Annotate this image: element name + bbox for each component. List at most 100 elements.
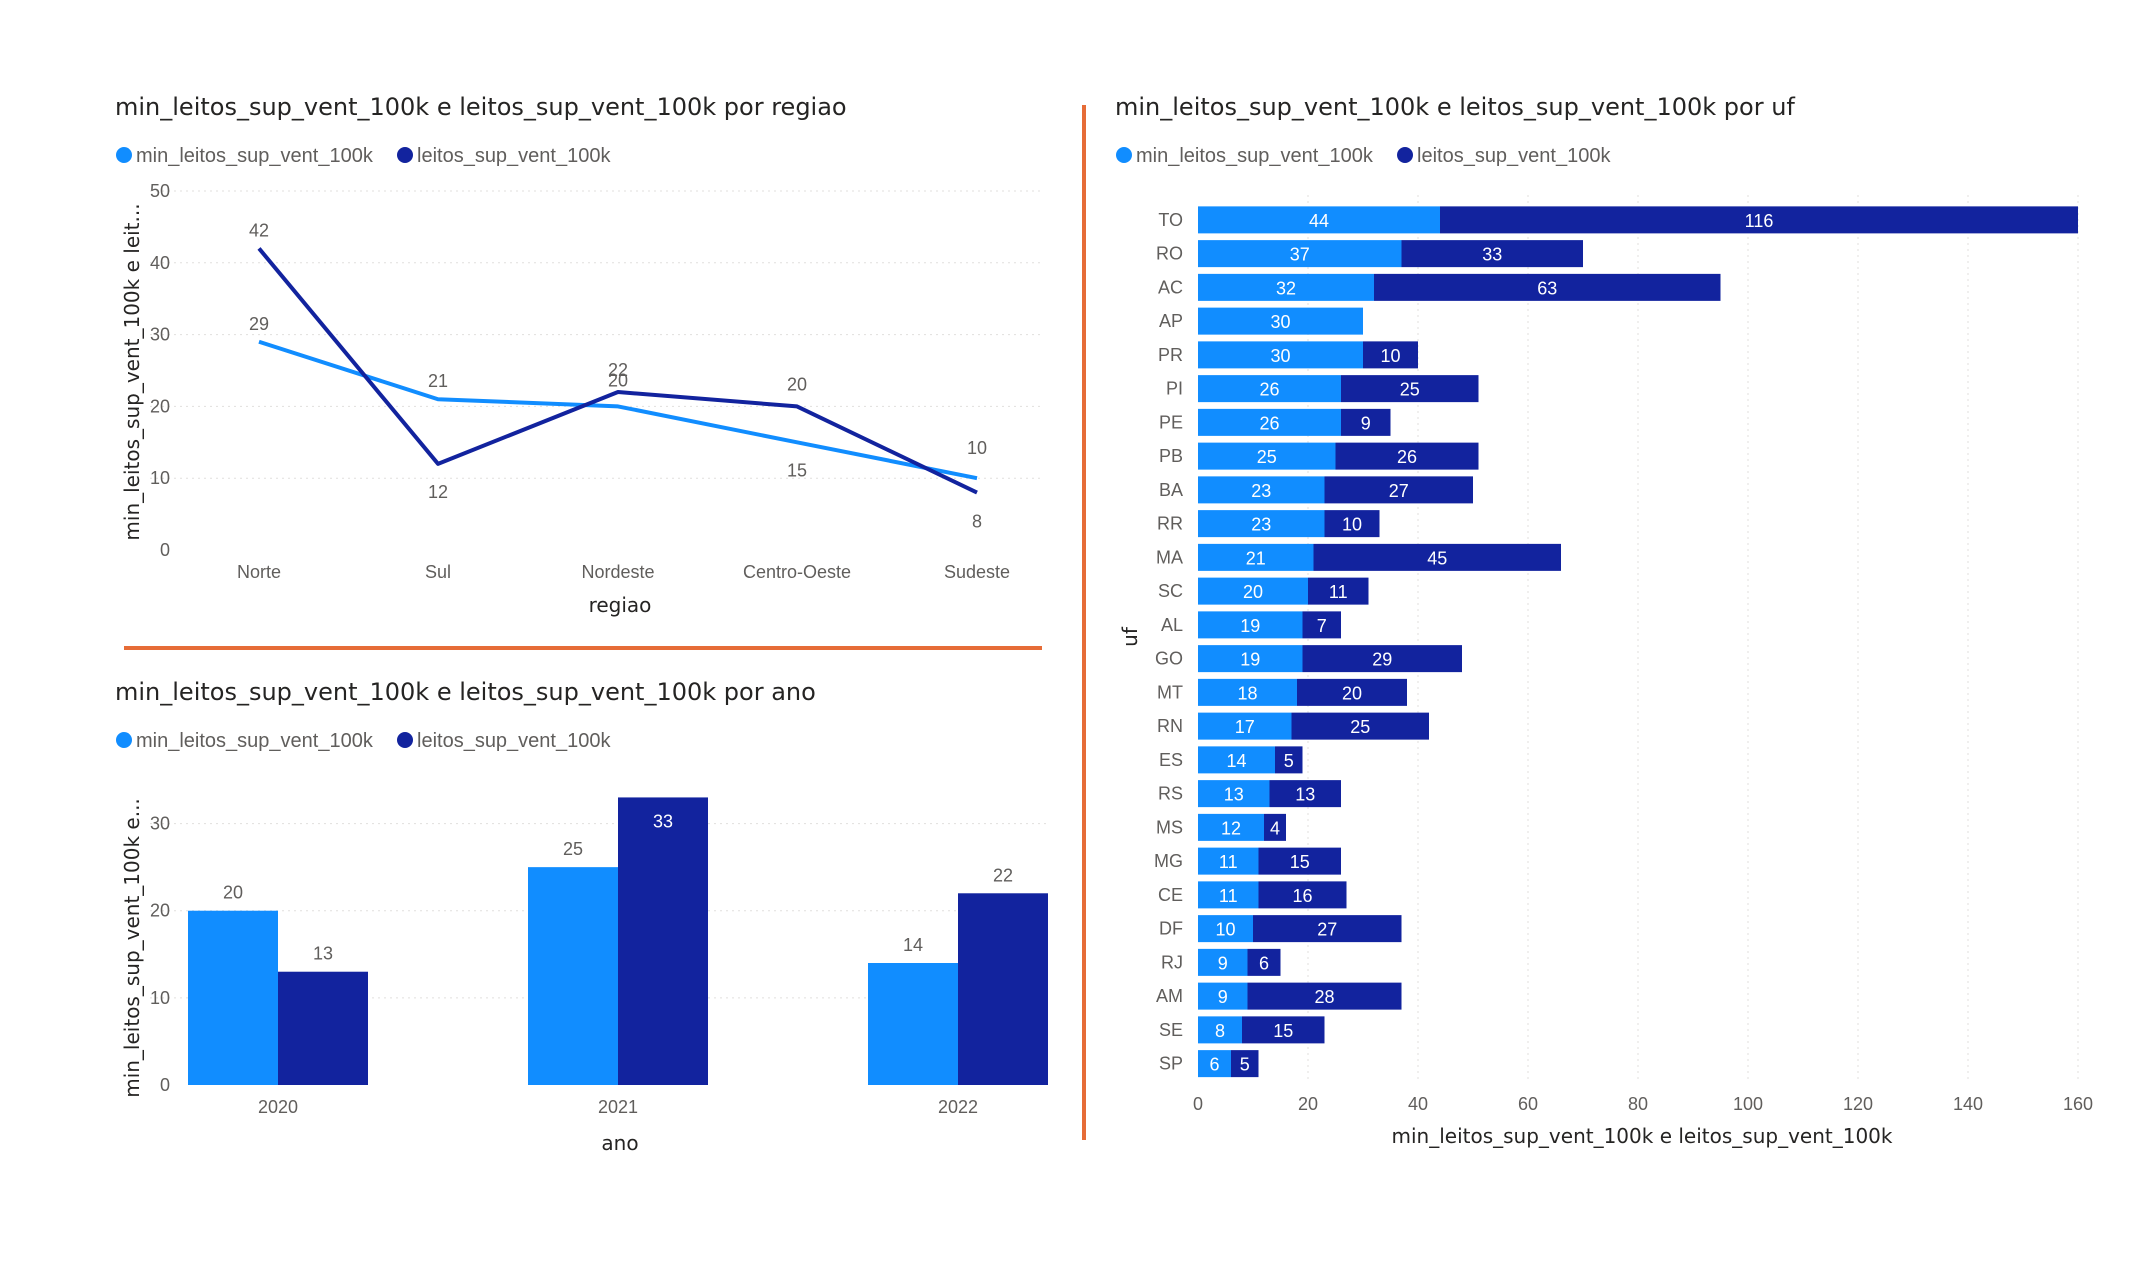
y-tick-label: 20 xyxy=(150,901,170,921)
bar-segment[interactable] xyxy=(1302,645,1463,673)
bar-segment[interactable] xyxy=(1401,240,1584,268)
bar-segment[interactable] xyxy=(1198,341,1363,369)
column-chart-ano[interactable]: min_leitos_sup_vent_100k e leitos_sup_ve… xyxy=(115,678,1050,1155)
bar-segment[interactable] xyxy=(1440,206,2078,234)
data-label: 5 xyxy=(1240,1055,1250,1075)
y-tick-label: AM xyxy=(1156,986,1183,1006)
bar-segment[interactable] xyxy=(1341,375,1479,403)
bar-segment[interactable] xyxy=(1302,611,1342,639)
legend-entry[interactable]: min_leitos_sup_vent_100k xyxy=(1136,145,1374,167)
bar-segment[interactable] xyxy=(1198,1050,1231,1078)
bar-segment[interactable] xyxy=(1198,645,1303,673)
bar-segment[interactable] xyxy=(1198,780,1270,808)
series-line[interactable] xyxy=(258,339,978,481)
bar-segment[interactable] xyxy=(1198,982,1248,1010)
data-label: 11 xyxy=(1219,852,1238,872)
legend-marker xyxy=(1397,147,1413,163)
data-label: 10 xyxy=(1380,346,1400,366)
legend-marker xyxy=(397,732,413,748)
legend-marker xyxy=(397,147,413,163)
bar-segment[interactable] xyxy=(1198,577,1308,605)
bar-segment[interactable] xyxy=(1297,678,1407,706)
bar-segment[interactable] xyxy=(1198,442,1336,470)
series-line[interactable] xyxy=(257,247,978,495)
x-axis-ticks: Norte Sul Nordeste Centro-Oeste Sudeste xyxy=(237,562,1010,582)
bar-segment[interactable] xyxy=(1247,982,1402,1010)
line-chart-regiao[interactable]: min_leitos_sup_vent_100k e leitos_sup_ve… xyxy=(115,93,1040,617)
y-tick-label: SE xyxy=(1159,1020,1183,1040)
bar[interactable] xyxy=(618,797,708,1085)
bar-segment[interactable] xyxy=(1324,476,1474,504)
bar-segment[interactable] xyxy=(1198,476,1325,504)
bar-segment[interactable] xyxy=(1198,746,1275,774)
bar-segment[interactable] xyxy=(1198,543,1314,571)
bar-segment[interactable] xyxy=(1198,847,1259,875)
bar-segment[interactable] xyxy=(1231,1050,1259,1078)
bar-segment[interactable] xyxy=(1291,712,1430,740)
data-label: 25 xyxy=(1350,717,1370,737)
data-label: 10 xyxy=(1342,515,1362,535)
legend-entry[interactable]: leitos_sup_vent_100k xyxy=(417,730,611,752)
bar-segment[interactable] xyxy=(1308,577,1369,605)
stacked-bar-chart-uf[interactable]: min_leitos_sup_vent_100k e leitos_sup_ve… xyxy=(1115,93,2093,1148)
y-tick-label: 10 xyxy=(150,988,170,1008)
chart-title: min_leitos_sup_vent_100k e leitos_sup_ve… xyxy=(115,93,847,121)
data-label: 9 xyxy=(1361,413,1371,433)
data-label: 29 xyxy=(1372,650,1392,670)
data-label: 37 xyxy=(1290,245,1310,265)
data-label: 20 xyxy=(223,883,243,903)
bar[interactable] xyxy=(278,971,368,1085)
y-tick-label: MS xyxy=(1156,817,1183,837)
bar-segment[interactable] xyxy=(1335,442,1479,470)
bar-segment[interactable] xyxy=(1198,611,1303,639)
data-label: 23 xyxy=(1251,515,1271,535)
bar-segment[interactable] xyxy=(1198,813,1264,841)
bar[interactable] xyxy=(528,867,618,1085)
data-label: 42 xyxy=(249,220,269,240)
bar[interactable] xyxy=(958,893,1048,1085)
legend-entry[interactable]: min_leitos_sup_vent_100k xyxy=(136,145,374,167)
data-label: 7 xyxy=(1317,616,1327,636)
bar-segment[interactable] xyxy=(1198,206,1440,234)
data-label: 27 xyxy=(1389,481,1409,501)
bar-segment[interactable] xyxy=(1198,915,1253,943)
y-tick-label: RN xyxy=(1157,716,1183,736)
bar-segment[interactable] xyxy=(1275,746,1303,774)
data-label: 30 xyxy=(1270,312,1290,332)
bar-segment[interactable] xyxy=(1341,408,1391,436)
bar[interactable] xyxy=(868,963,958,1085)
x-tick-label: 140 xyxy=(1953,1094,1983,1114)
legend-entry[interactable]: leitos_sup_vent_100k xyxy=(417,145,611,167)
bar-segment[interactable] xyxy=(1198,712,1292,740)
bar-segment[interactable] xyxy=(1198,510,1325,538)
bar-segment[interactable] xyxy=(1247,948,1281,976)
bar-segment[interactable] xyxy=(1242,1016,1325,1044)
bar-segment[interactable] xyxy=(1258,847,1342,875)
legend-entry[interactable]: min_leitos_sup_vent_100k xyxy=(136,730,374,752)
y-tick-label: MT xyxy=(1157,682,1183,702)
bar-segment[interactable] xyxy=(1258,881,1347,909)
x-tick-label: Sul xyxy=(425,562,451,582)
bar[interactable] xyxy=(188,910,278,1085)
bar-segment[interactable] xyxy=(1374,273,1721,301)
bar-segment[interactable] xyxy=(1198,375,1341,403)
bar-segment[interactable] xyxy=(1198,881,1259,909)
bar-segment[interactable] xyxy=(1198,307,1363,335)
bar-segment[interactable] xyxy=(1264,813,1286,841)
bar-segment[interactable] xyxy=(1198,678,1297,706)
bar-segment[interactable] xyxy=(1198,240,1402,268)
bar-segment[interactable] xyxy=(1198,273,1374,301)
legend-entry[interactable]: leitos_sup_vent_100k xyxy=(1417,145,1611,167)
bar-segment[interactable] xyxy=(1198,408,1341,436)
x-tick-label: Nordeste xyxy=(581,562,654,582)
bar-segment[interactable] xyxy=(1269,780,1342,808)
bar-segment[interactable] xyxy=(1363,341,1418,369)
bar-segment[interactable] xyxy=(1324,510,1380,538)
bar-segment[interactable] xyxy=(1313,543,1562,571)
bar-segment[interactable] xyxy=(1198,948,1248,976)
bar-segment[interactable] xyxy=(1198,1016,1242,1044)
bar-segment[interactable] xyxy=(1253,915,1402,943)
gridlines xyxy=(1307,195,2079,1081)
data-label: 21 xyxy=(1246,548,1266,568)
